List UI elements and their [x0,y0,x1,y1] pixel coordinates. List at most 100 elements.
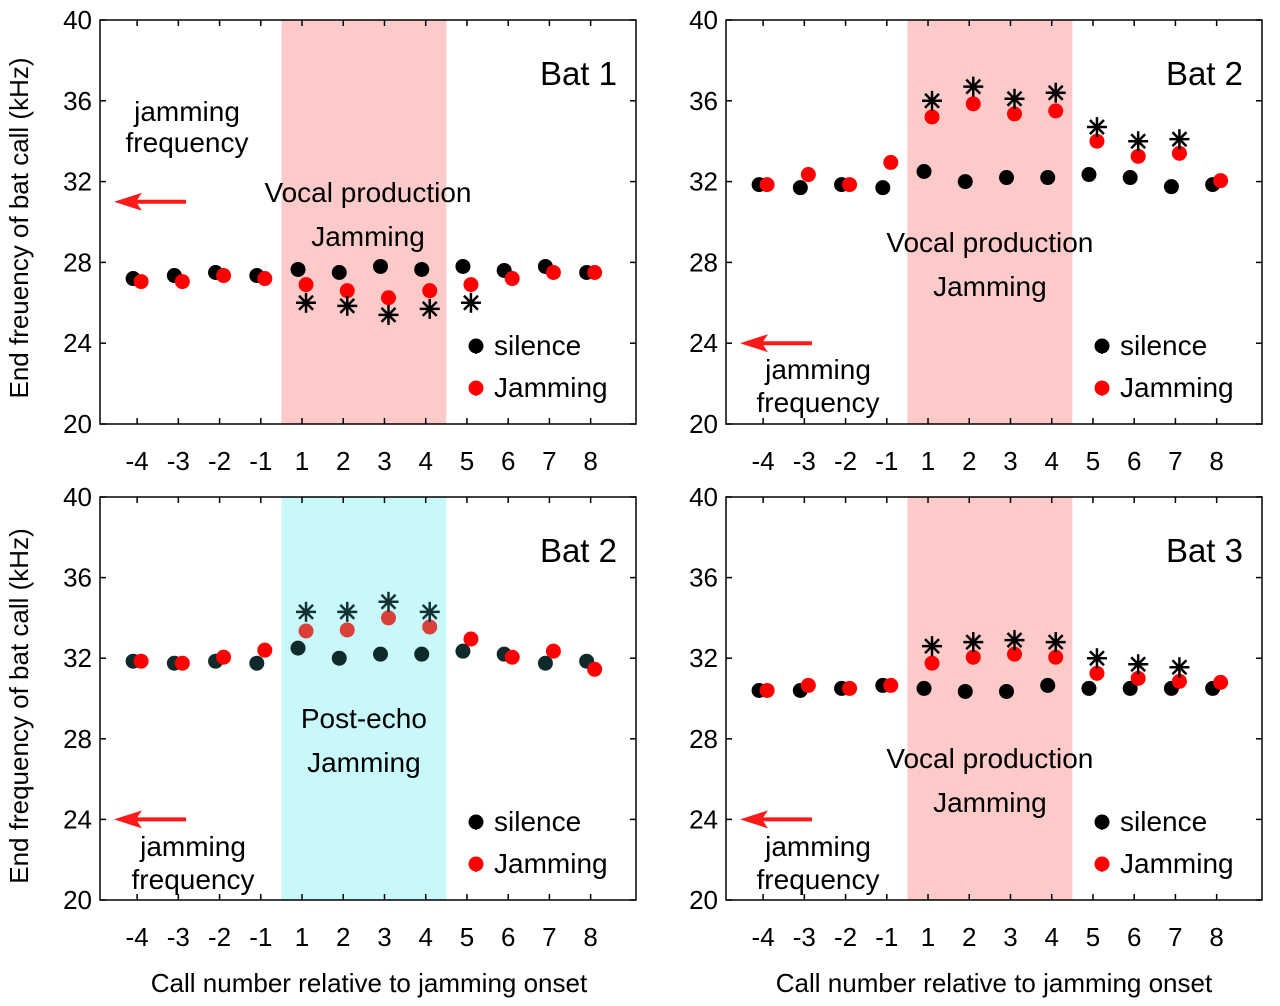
jamming-point [422,619,438,635]
jamming-point [800,677,816,693]
significance-asterisk [1128,654,1149,675]
silence-point [249,655,265,671]
silence-point [1122,680,1138,696]
band-label: Jamming [307,747,421,778]
x-tick-label: 7 [542,922,556,952]
significance-asterisk [419,298,440,319]
jamming-frequency-label: frequency [132,864,255,895]
jamming-frequency-label: frequency [757,387,880,418]
legend-label: silence [1120,330,1207,361]
y-tick-label: 32 [63,643,92,673]
panel-title: Bat 2 [540,532,617,569]
jamming-frequency-label: jamming [133,96,240,127]
y-tick-label: 24 [689,804,718,834]
legend-marker [1094,814,1110,830]
x-tick-label: 4 [418,922,432,952]
x-tick-label: -2 [834,922,857,952]
legend-label: silence [494,806,581,837]
x-tick-label: -4 [752,922,775,952]
jamming-point [1089,665,1105,681]
jamming-point [883,677,899,693]
legend-marker [468,380,484,396]
silence-point [1040,677,1056,693]
axes-frame [725,19,1263,425]
significance-asterisk [1169,129,1190,150]
jamming-band [281,497,447,900]
x-tick-label: -3 [793,446,816,476]
silence-point [414,261,430,277]
jamming-point [842,177,858,193]
jamming-point [463,277,479,293]
jamming-point [216,649,232,665]
jamming-point [504,649,520,665]
y-tick-label: 20 [63,409,92,439]
significance-asterisk [1004,630,1025,651]
x-tick-label: 1 [295,446,309,476]
x-tick-label: -3 [167,446,190,476]
jamming-frequency-label: jamming [764,831,871,862]
significance-asterisk [1169,657,1190,678]
significance-asterisk [296,292,317,313]
x-tick-label: 7 [1168,922,1182,952]
x-tick-label: 3 [1003,446,1017,476]
jamming-point [965,96,981,112]
y-tick-label: 28 [63,247,92,277]
silence-point [455,258,471,274]
jamming-frequency-arrow-head [114,810,142,829]
y-axis-label-bottom: End frequency of bat call (kHz) [4,528,34,884]
x-tick-label: 3 [1003,922,1017,952]
legend-marker [468,814,484,830]
significance-asterisk [419,601,440,622]
jamming-point [1130,148,1146,164]
significance-asterisk [296,601,317,622]
x-tick-label: 8 [583,922,597,952]
jamming-point [883,154,899,170]
x-tick-label: 5 [460,446,474,476]
jamming-band [907,497,1073,900]
silence-point [414,646,430,662]
legend-label: Jamming [494,848,608,879]
significance-asterisk [378,591,399,612]
legend-marker [468,856,484,872]
panel-title: Bat 3 [1166,532,1243,569]
silence-point [998,683,1014,699]
jamming-point [545,265,561,280]
band-label: Vocal production [886,743,1093,774]
silence-point [957,174,973,190]
jamming-point [298,623,314,639]
y-tick-label: 36 [63,86,92,116]
x-tick-label: -1 [875,446,898,476]
x-tick-label: 8 [583,446,597,476]
jamming-point [504,271,520,287]
band-label: Vocal production [886,227,1093,258]
silence-point [455,643,471,659]
jamming-point [965,649,981,665]
y-tick-label: 28 [689,724,718,754]
jamming-point [1130,670,1146,686]
y-tick-label: 32 [63,167,92,197]
silence-point [792,180,808,196]
legend-label: Jamming [1120,372,1234,403]
x-tick-label: 4 [1044,446,1058,476]
jamming-point [759,682,775,698]
silence-point [957,683,973,699]
x-tick-label: -1 [249,922,272,952]
x-axis-label-right: Call number relative to jamming onset [776,968,1213,998]
x-tick-label: -1 [875,922,898,952]
silence-point [916,680,932,696]
x-tick-label: 7 [542,446,556,476]
x-tick-label: 1 [921,446,935,476]
jamming-point [133,653,149,669]
panel-1: 20 24 28 32 36 40 -4 -3 -2 -1 1 2 3 4 5 6 7 8 Bat 1 Vocal p… [63,5,637,476]
jamming-frequency-label: frequency [126,127,249,158]
x-tick-label: -2 [208,922,231,952]
x-tick-label: 2 [336,922,350,952]
significance-asterisk [922,90,943,111]
panel-title: Bat 2 [1166,55,1243,92]
silence-point [998,170,1014,186]
x-tick-label: -4 [126,922,149,952]
y-tick-label: 36 [689,563,718,593]
jamming-band [281,20,447,424]
silence-point [372,646,388,662]
band-label: Post-echo [301,703,427,734]
